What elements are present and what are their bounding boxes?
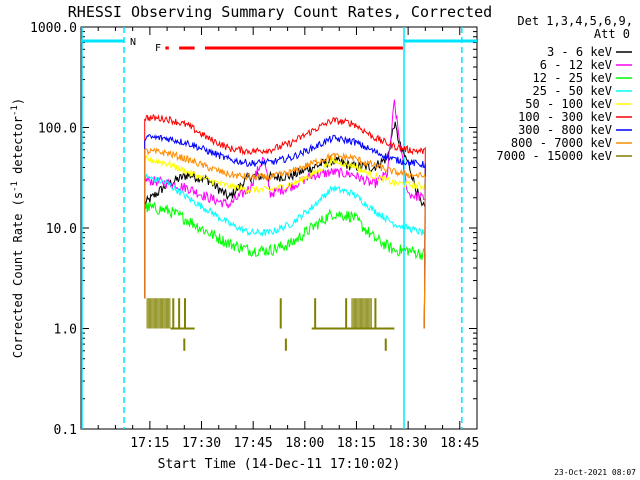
series-layer <box>144 99 426 351</box>
series-line <box>144 134 426 329</box>
x-tick-label: 18:15 <box>337 436 376 451</box>
legend-label: 25 - 50 keV <box>533 84 612 98</box>
legend-label: 7000 - 15000 keV <box>496 149 612 163</box>
timestamp: 23-Oct-2021 08:07 <box>554 468 636 477</box>
legend-label: 100 - 300 keV <box>518 110 612 124</box>
series-line <box>144 99 426 329</box>
y-tick-label: 100.0 <box>38 122 77 137</box>
x-tick-label: 17:30 <box>182 436 221 451</box>
series-line <box>144 201 426 329</box>
y-axis-label-sup1: -1 <box>10 181 20 192</box>
y-tick-label: 1.0 <box>54 323 77 338</box>
legend-detectors: Det 1,3,4,5,6,9, <box>517 14 633 28</box>
x-tick-label: 18:45 <box>440 436 479 451</box>
x-tick-label: 18:00 <box>285 436 324 451</box>
series-line <box>144 121 426 329</box>
chart-title: RHESSI Observing Summary Count Rates, Co… <box>68 3 492 21</box>
series-block <box>351 298 372 329</box>
legend-label: 6 - 12 keV <box>540 58 612 72</box>
legend-label: 3 - 6 keV <box>547 45 612 59</box>
flare-flag-label: F <box>155 43 161 54</box>
x-tick-label: 18:30 <box>389 436 428 451</box>
y-tick-label: 1000.0 <box>30 21 77 36</box>
series-line <box>144 173 426 329</box>
y-axis-label-main: Corrected Count Rate (s <box>11 192 25 358</box>
night-flag-label: N <box>130 37 136 48</box>
y-axis-label-mid: detector <box>11 116 25 181</box>
series-line <box>144 113 426 329</box>
legend-label: 50 - 100 keV <box>525 97 612 111</box>
y-tick-label: 10.0 <box>46 222 77 237</box>
series-line <box>144 147 426 329</box>
legend-label: 800 - 7000 keV <box>511 136 612 150</box>
series-line <box>144 155 426 329</box>
x-tick-label: 17:15 <box>130 436 169 451</box>
x-axis: 17:15 17:30 17:45 18:00 18:15 18:30 18:45 <box>80 27 479 451</box>
legend-label: 12 - 25 keV <box>533 71 612 85</box>
y-axis-label-end: ) <box>11 98 25 105</box>
y-axis: 0.1 1.0 10.0 100.0 1000.0 <box>30 21 477 438</box>
y-axis-label-sup2: -1 <box>10 105 20 116</box>
y-axis-label: Corrected Count Rate (s-1 detector-1) <box>10 98 25 358</box>
x-axis-label: Start Time (14-Dec-11 17:10:02) <box>158 457 401 472</box>
legend-label: 300 - 800 keV <box>518 123 612 137</box>
x-tick-label: 17:45 <box>234 436 273 451</box>
legend-attenuator: Att 0 <box>594 27 630 41</box>
y-tick-label: 0.1 <box>54 423 77 438</box>
